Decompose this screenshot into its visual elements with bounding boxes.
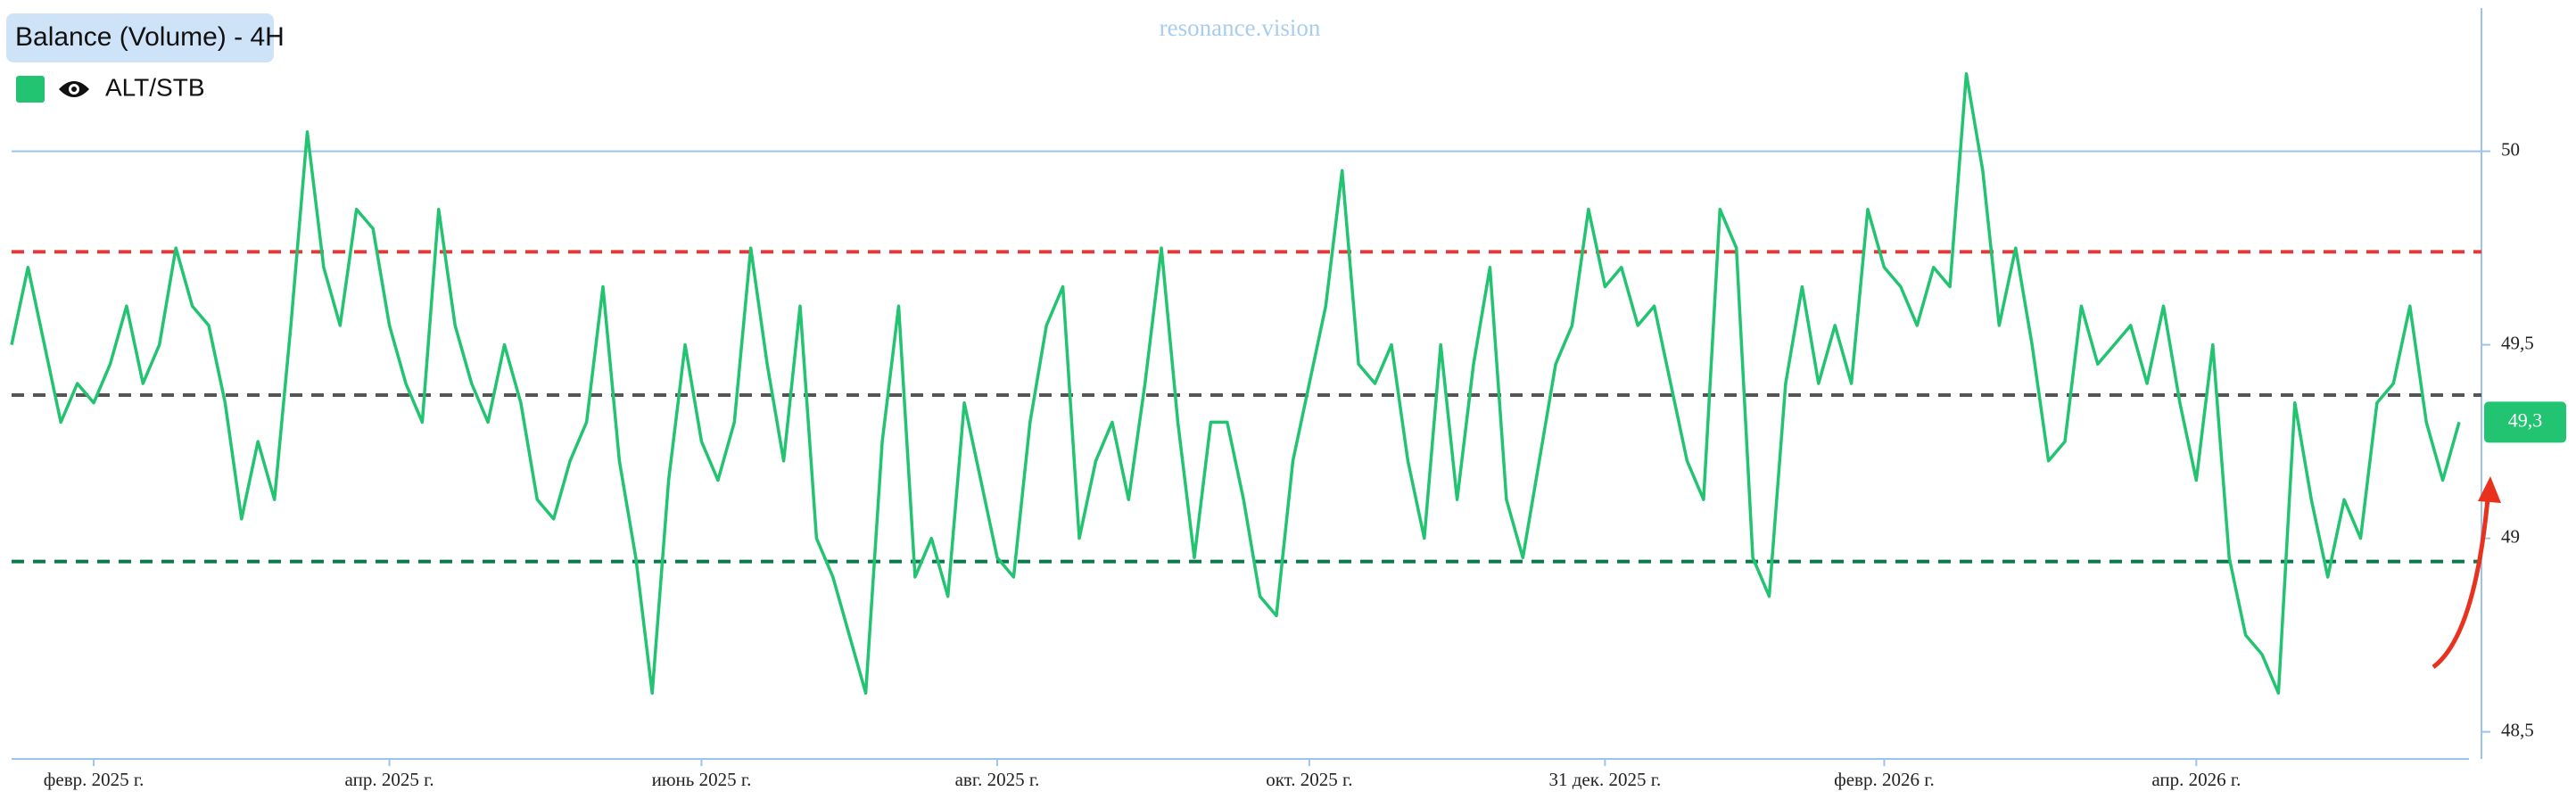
watermark: resonance.vision bbox=[1160, 14, 1321, 41]
x-tick-label: апр. 2026 г. bbox=[2151, 769, 2241, 790]
x-tick-label: июнь 2025 г. bbox=[652, 769, 752, 790]
x-tick-label: окт. 2025 г. bbox=[1266, 769, 1352, 790]
x-tick-label: авг. 2025 г. bbox=[955, 769, 1040, 790]
y-tick-label: 49,5 bbox=[2501, 332, 2534, 353]
legend-label: ALT/STB bbox=[105, 73, 205, 101]
x-tick-label: февр. 2026 г. bbox=[1834, 769, 1935, 790]
y-tick-label: 49 bbox=[2501, 525, 2520, 547]
x-tick-label: февр. 2025 г. bbox=[44, 769, 144, 790]
title-box bbox=[6, 13, 274, 62]
visibility-icon[interactable] bbox=[59, 81, 89, 97]
legend-swatch bbox=[16, 76, 45, 103]
annotation-arrow bbox=[2432, 488, 2491, 669]
annotation-arrowhead bbox=[2478, 476, 2501, 503]
chart-title: Balance (Volume) - 4H bbox=[15, 22, 285, 52]
data-line bbox=[10, 72, 2461, 695]
x-tick-label: 31 дек. 2025 г. bbox=[1549, 769, 1662, 790]
y-tick-label: 50 bbox=[2501, 138, 2520, 160]
y-tick-label: 48,5 bbox=[2501, 719, 2534, 740]
price-badge-label: 49,3 bbox=[2508, 408, 2543, 431]
price-badge bbox=[2484, 401, 2566, 443]
x-tick-label: апр. 2025 г. bbox=[345, 769, 434, 790]
plot-area: 48,5 49 49,5 50 февр. 2025 г. апр. 2025 г. июн… bbox=[10, 8, 2534, 790]
